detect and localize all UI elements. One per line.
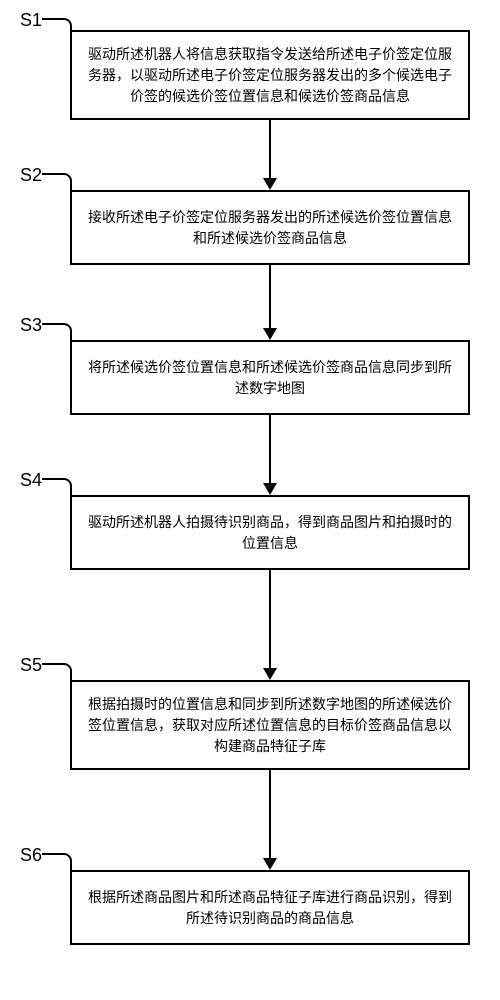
flow-arrow [269,265,271,338]
step-box-s3: 将所述候选价签位置信息和所述候选价签商品信息同步到所述数字地图 [70,340,470,415]
step-box-s2: 接收所述电子价签定位服务器发出的所述候选价签位置信息和所述候选价签商品信息 [70,190,470,265]
label-connector [42,173,72,192]
flow-arrow [269,570,271,678]
step-text: 根据拍摄时的位置信息和同步到所述数字地图的所述候选价签位置信息，获取对应所述位置… [84,694,456,757]
label-connector [42,663,72,682]
step-box-s4: 驱动所述机器人拍摄待识别商品，得到商品图片和拍摄时的位置信息 [70,495,470,570]
label-connector [42,853,72,872]
step-text: 驱动所述机器人将信息获取指令发送给所述电子价签定位服务器，以驱动所述电子价签定位… [84,44,456,107]
label-connector [42,18,72,32]
label-connector [42,478,72,497]
step-box-s6: 根据所述商品图片和所述商品特征子库进行商品识别，得到所述待识别商品的商品信息 [70,870,470,945]
step-label-s3: S3 [20,315,42,336]
step-text: 将所述候选价签位置信息和所述候选价签商品信息同步到所述数字地图 [84,357,456,399]
flowchart-container: S1 驱动所述机器人将信息获取指令发送给所述电子价签定位服务器，以驱动所述电子价签… [0,0,500,1000]
step-box-s5: 根据拍摄时的位置信息和同步到所述数字地图的所述候选价签位置信息，获取对应所述位置… [70,680,470,770]
flow-arrow [269,120,271,188]
step-text: 接收所述电子价签定位服务器发出的所述候选价签位置信息和所述候选价签商品信息 [84,207,456,249]
step-label-s4: S4 [20,470,42,491]
step-label-s6: S6 [20,845,42,866]
step-text: 根据所述商品图片和所述商品特征子库进行商品识别，得到所述待识别商品的商品信息 [84,887,456,929]
step-label-s5: S5 [20,655,42,676]
step-label-s1: S1 [20,10,42,31]
label-connector [42,323,72,342]
step-text: 驱动所述机器人拍摄待识别商品，得到商品图片和拍摄时的位置信息 [84,512,456,554]
step-label-s2: S2 [20,165,42,186]
flow-arrow [269,770,271,868]
flow-arrow [269,415,271,493]
step-box-s1: 驱动所述机器人将信息获取指令发送给所述电子价签定位服务器，以驱动所述电子价签定位… [70,30,470,120]
